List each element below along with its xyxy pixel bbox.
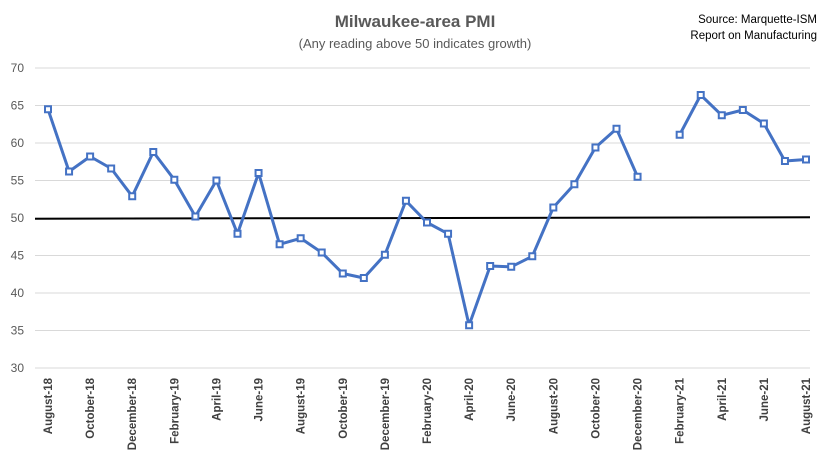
- y-tick-label: 50: [11, 211, 25, 225]
- data-point-marker: [528, 252, 537, 261]
- data-point-marker: [338, 269, 347, 278]
- x-tick-label: February-20: [422, 378, 434, 444]
- x-tick-label: October-20: [590, 378, 602, 439]
- data-point-marker: [317, 248, 326, 257]
- data-point-marker: [212, 176, 221, 185]
- data-point-marker: [191, 212, 200, 221]
- y-tick-label: 45: [11, 249, 25, 263]
- data-point-marker: [296, 234, 305, 243]
- data-point-marker: [44, 105, 52, 114]
- series-line: [678, 93, 807, 163]
- data-point-marker: [444, 229, 453, 238]
- data-point-marker: [149, 148, 158, 156]
- y-tick-label: 35: [11, 324, 25, 338]
- data-point-marker: [170, 175, 179, 184]
- y-tick-label: 65: [11, 99, 25, 113]
- data-point-marker: [633, 172, 642, 181]
- data-point-marker: [465, 321, 474, 330]
- source-line-2: Report on Manufacturing: [690, 30, 817, 42]
- data-point-marker: [423, 218, 431, 227]
- data-point-marker: [570, 180, 579, 189]
- x-tick-label: August-21: [801, 377, 813, 434]
- x-tick-label: December-18: [127, 377, 139, 450]
- y-tick-label: 30: [11, 361, 25, 375]
- source-line-1: Source: Marquette-ISM: [698, 14, 817, 26]
- x-tick-label: October-18: [85, 377, 97, 438]
- data-point-marker: [128, 192, 137, 201]
- data-point-marker: [86, 152, 95, 161]
- data-point-marker: [591, 143, 600, 152]
- y-tick-label: 70: [11, 61, 25, 75]
- x-tick-label: April-20: [464, 378, 476, 421]
- data-point-marker: [486, 262, 495, 270]
- data-point-marker: [275, 240, 284, 249]
- x-tick-label: April-19: [211, 378, 223, 421]
- data-point-marker: [759, 119, 768, 128]
- x-tick-label: April-21: [717, 377, 729, 420]
- data-point-marker: [802, 155, 810, 164]
- y-tick-label: 55: [11, 174, 25, 188]
- chart-title: Milwaukee-area PMI: [335, 12, 496, 31]
- data-point-marker: [549, 203, 558, 212]
- x-tick-label: June-21: [759, 377, 771, 421]
- data-point-marker: [738, 106, 747, 114]
- x-tick-label: December-19: [380, 378, 392, 450]
- data-point-marker: [359, 274, 368, 282]
- data-point-marker: [254, 169, 263, 177]
- data-point-marker: [696, 91, 705, 99]
- x-tick-label: June-20: [506, 378, 518, 421]
- x-tick-label: February-19: [169, 378, 181, 444]
- series-pmi: [44, 91, 810, 330]
- data-point-marker: [612, 124, 621, 133]
- chart-subtitle: (Any reading above 50 indicates growth): [299, 36, 532, 51]
- data-point-marker: [401, 196, 410, 205]
- data-point-marker: [675, 130, 684, 139]
- data-point-marker: [780, 157, 789, 165]
- x-axis-tick-labels: August-18 October-18 December-18 February-1…: [43, 377, 813, 450]
- x-tick-label: August-20: [548, 378, 560, 434]
- data-point-marker: [380, 250, 389, 259]
- y-tick-label: 60: [11, 136, 25, 150]
- data-point-marker: [107, 164, 116, 173]
- data-point-marker: [65, 167, 74, 176]
- y-tick-label: 40: [11, 286, 25, 300]
- x-tick-label: August-19: [296, 378, 308, 434]
- x-tick-label: February-21: [675, 377, 687, 443]
- data-point-marker: [233, 229, 242, 238]
- y-axis-tick-labels: 30 35 40 45 50 55 60 65 70: [11, 61, 25, 375]
- x-tick-label: October-19: [338, 378, 350, 439]
- data-point-marker: [507, 262, 516, 271]
- x-tick-label: December-20: [633, 378, 645, 450]
- x-tick-label: August-18: [43, 377, 55, 434]
- x-tick-label: June-19: [254, 378, 266, 421]
- data-point-marker: [717, 111, 726, 120]
